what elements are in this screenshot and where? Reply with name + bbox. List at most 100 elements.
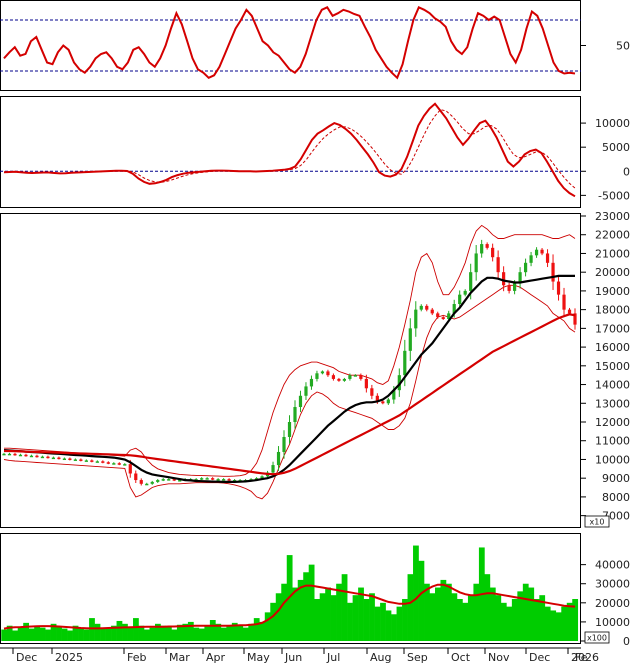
volume-bar: [330, 595, 337, 641]
candle-body: [101, 461, 105, 463]
candle-body: [414, 309, 418, 329]
volume-bars: [1, 545, 579, 641]
y-tick-label: 10000: [595, 453, 630, 466]
candle-body: [441, 317, 445, 319]
volume-bar: [6, 625, 13, 641]
y-tick-label: 20000: [595, 597, 630, 610]
volume-bar: [242, 627, 249, 641]
candle-body: [62, 458, 66, 461]
candle-body: [282, 436, 286, 452]
candle-body: [375, 395, 379, 402]
volume-bar: [226, 625, 233, 641]
candle-body: [211, 478, 215, 480]
candle-body: [359, 375, 363, 379]
volume-bar: [61, 628, 68, 641]
volume-bar: [204, 625, 211, 641]
candle-body: [337, 378, 341, 381]
volume-bar: [215, 623, 222, 641]
y-tick-label: 30000: [595, 578, 630, 591]
x-tick-label: Feb: [127, 651, 146, 663]
y-tick-label: 9000: [602, 472, 630, 485]
volume-bar: [198, 628, 205, 641]
volume-bar: [270, 602, 277, 641]
volume-bar: [358, 587, 364, 641]
volume-bar: [28, 628, 35, 641]
y-tick-label: 40000: [595, 559, 630, 572]
volume-bar: [308, 564, 315, 641]
candle-body: [502, 272, 506, 286]
volume-bar: [522, 583, 529, 641]
candle-body: [562, 294, 566, 310]
x-tick-label: Dec: [16, 651, 37, 663]
volume-bar: [484, 574, 491, 641]
x-tick-label: 2025: [55, 651, 83, 663]
candle-body: [458, 294, 462, 305]
candle-body: [167, 479, 171, 481]
volume-bar: [319, 593, 326, 641]
volume-bar: [237, 625, 244, 641]
volume-bar: [325, 587, 331, 641]
candle-body: [29, 455, 34, 458]
candle-body: [485, 244, 489, 248]
candle-body: [123, 464, 127, 466]
volume-bar: [429, 593, 436, 641]
volume-bar: [440, 579, 447, 641]
volume-bar: [122, 623, 128, 641]
volume-bar: [451, 593, 458, 641]
volume-bar: [1, 629, 8, 641]
volume-bar: [550, 610, 557, 641]
volume-bar: [89, 618, 95, 641]
volume-bar: [133, 618, 139, 641]
candle-body: [573, 313, 577, 325]
candle-body: [293, 407, 297, 422]
volume-bar: [165, 626, 172, 641]
y-tick-label: 8000: [602, 491, 630, 504]
candle-body: [46, 456, 50, 459]
candle-body: [507, 285, 511, 291]
y-tick-label: 19000: [595, 285, 630, 298]
volume-bar: [56, 626, 62, 641]
volume-bar: [517, 591, 524, 641]
candle-body: [112, 463, 116, 465]
x-tick-label: 2026: [571, 651, 599, 663]
x-tick-label: May: [247, 651, 270, 663]
candle-body: [452, 304, 456, 314]
candle-body: [18, 454, 23, 457]
panel-frame: [0, 0, 581, 91]
panel-frame: [0, 213, 581, 528]
candle-body: [430, 309, 434, 314]
unit-box: [584, 515, 610, 528]
volume-bar: [72, 625, 79, 641]
x-tick-label: Apr: [206, 651, 226, 663]
candle-body: [540, 249, 544, 254]
candle-body: [73, 459, 77, 461]
candle-body: [545, 253, 550, 263]
unit-label: x100: [587, 634, 607, 643]
volume-bar: [473, 583, 480, 641]
volume-bar: [149, 627, 156, 641]
x-tick-label: Aug: [370, 651, 391, 663]
candle-body: [68, 458, 72, 461]
volume-bar: [154, 623, 161, 641]
candle-body: [534, 249, 539, 256]
candle-body: [139, 480, 143, 484]
candle-body: [161, 479, 165, 481]
volume-bar: [363, 599, 370, 641]
volume-bar: [209, 620, 216, 641]
volume-bar: [555, 612, 562, 641]
candle-body: [222, 479, 226, 481]
candle-body: [551, 262, 555, 282]
y-tick-label: 10000: [595, 616, 630, 629]
y-tick-label: 12000: [595, 416, 630, 429]
candle-body: [567, 309, 572, 314]
panel-frame: [0, 96, 581, 208]
candle-body: [436, 313, 440, 318]
candle-body: [128, 464, 132, 474]
y-tick-label: -5000: [598, 189, 630, 202]
volume-bar: [511, 599, 518, 641]
volume-bar: [275, 593, 282, 641]
volume-bar: [297, 579, 304, 641]
x-axis: Dec 2025 Feb Mar Apr May Jun Jul Aug Sep Oct Nov Dec…: [0, 647, 599, 663]
volume-bar: [127, 626, 134, 641]
